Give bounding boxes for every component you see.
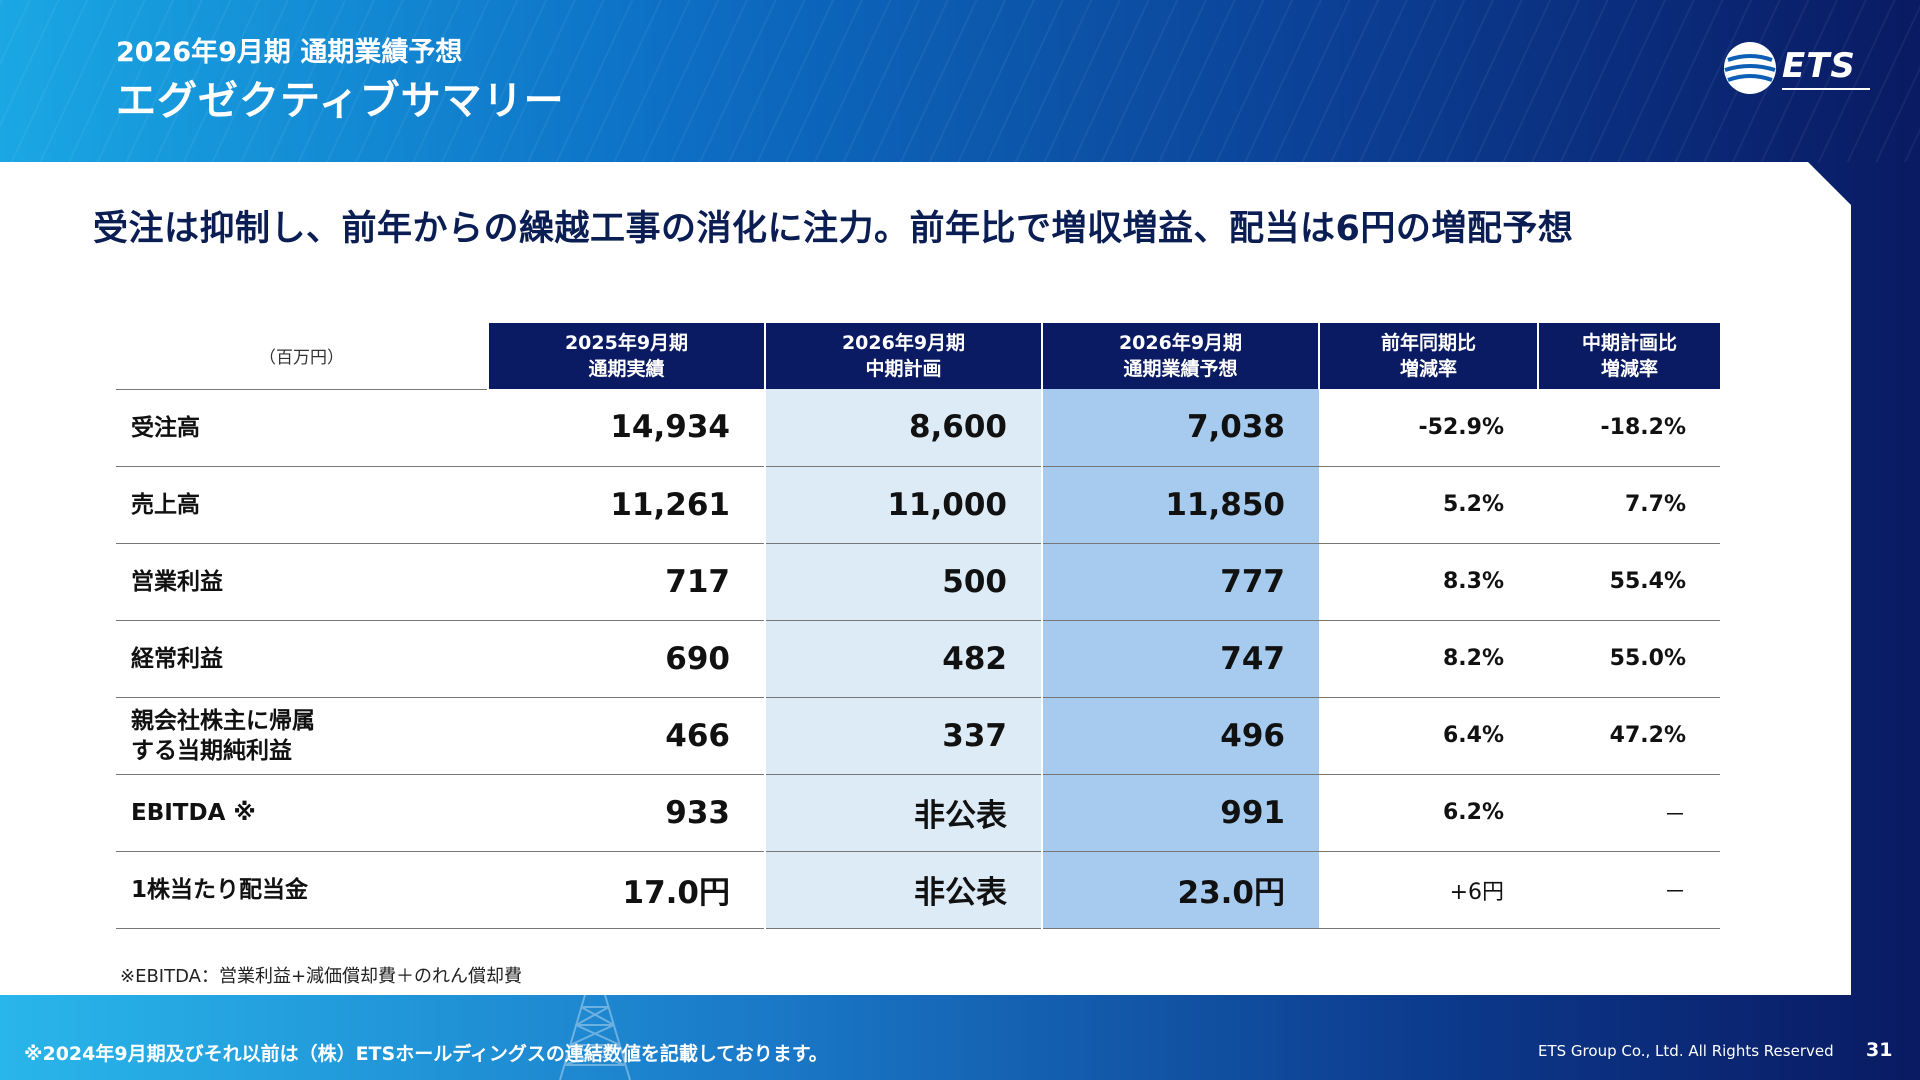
plan-value: 482: [764, 620, 1042, 698]
yoy-change: 5.2%: [1319, 466, 1538, 544]
forecast-value: 777: [1041, 543, 1319, 621]
column-header: 2026年9月期 中期計画: [764, 323, 1042, 389]
header-texture: [0, 0, 1920, 162]
table-row: 経常利益 690 482 747 8.2% 55.0%: [116, 620, 1720, 698]
actual-value: 717: [488, 543, 765, 621]
actual-value: 14,934: [488, 389, 765, 467]
table-row: 受注高 14,934 8,600 7,038 -52.9% -18.2%: [116, 389, 1720, 467]
actual-value: 466: [488, 697, 765, 775]
yoy-change: 6.4%: [1319, 697, 1538, 775]
forecast-value: 747: [1041, 620, 1319, 698]
column-header: 前年同期比 増減率: [1318, 323, 1538, 389]
plan-value: 337: [764, 697, 1042, 775]
vs-plan-change: －: [1538, 851, 1720, 929]
yoy-change: 8.2%: [1319, 620, 1538, 698]
vs-plan-change: 55.4%: [1538, 543, 1720, 621]
copyright: ETS Group Co., Ltd. All Rights Reserved: [1538, 1042, 1834, 1060]
plan-value: 500: [764, 543, 1042, 621]
page-number: 31: [1866, 1039, 1893, 1061]
plan-value: 非公表: [764, 774, 1042, 852]
page-title: エグゼクティブサマリー: [116, 78, 565, 124]
table-row: 売上高 11,261 11,000 11,850 5.2% 7.7%: [116, 466, 1720, 544]
table-row: 親会社株主に帰属 する当期純利益 466 337 496 6.4% 47.2%: [116, 697, 1720, 775]
column-header: 2026年9月期 通期業績予想: [1041, 323, 1319, 389]
plan-value: 非公表: [764, 851, 1042, 929]
row-label: 営業利益: [116, 543, 488, 621]
vs-plan-change: 55.0%: [1538, 620, 1720, 698]
forecast-table: （百万円） 2025年9月期 通期実績 2026年9月期 中期計画 2026年9月期…: [116, 323, 1720, 929]
page-subtitle: 2026年9月期 通期業績予想: [116, 37, 463, 68]
actual-value: 690: [488, 620, 765, 698]
table-row: EBITDA ※ 933 非公表 991 6.2% －: [116, 774, 1720, 852]
row-label: 1株当たり配当金: [116, 851, 488, 929]
forecast-value: 11,850: [1041, 466, 1319, 544]
ebitda-footnote: ※EBITDA：営業利益+減価償却費＋のれん償却費: [120, 966, 523, 987]
headline: 受注は抑制し、前年からの繰越工事の消化に注力。前年比で増収増益、配当は6円の増配…: [93, 209, 1574, 249]
column-header-line2: 増減率: [1600, 358, 1658, 380]
column-header: 中期計画比 増減率: [1537, 323, 1720, 389]
column-header-line1: 中期計画比: [1581, 332, 1677, 354]
forecast-value: 7,038: [1041, 389, 1319, 467]
column-header-line1: 2025年9月期: [564, 332, 689, 354]
column-header-line1: 2026年9月期: [841, 332, 966, 354]
forecast-value: 496: [1041, 697, 1319, 775]
table-row: 営業利益 717 500 777 8.3% 55.4%: [116, 543, 1720, 621]
forecast-value: 23.0円: [1041, 851, 1319, 929]
table-header-row: （百万円） 2025年9月期 通期実績 2026年9月期 中期計画 2026年9月期…: [116, 323, 1720, 390]
yoy-change: -52.9%: [1319, 389, 1538, 467]
column-header-line1: 前年同期比: [1380, 332, 1476, 354]
vs-plan-change: 7.7%: [1538, 466, 1720, 544]
unit-label: （百万円）: [116, 323, 488, 390]
table-row: 1株当たり配当金 17.0円 非公表 23.0円 +6円 －: [116, 851, 1720, 929]
vs-plan-change: -18.2%: [1538, 389, 1720, 467]
vs-plan-change: －: [1538, 774, 1720, 852]
row-label: 売上高: [116, 466, 488, 544]
footer-band: ※2024年9月期及びそれ以前は（株）ETSホールディングスの連結数値を記載して…: [0, 995, 1920, 1080]
column-header-line2: 増減率: [1399, 358, 1457, 380]
yoy-change: +6円: [1319, 851, 1538, 929]
company-logo: ETS: [1722, 38, 1872, 98]
actual-value: 933: [488, 774, 765, 852]
row-label: 受注高: [116, 389, 488, 467]
column-header-line2: 通期業績予想: [1123, 358, 1238, 380]
logo-text: ETS: [1782, 46, 1856, 86]
column-header-line2: 通期実績: [588, 358, 665, 380]
forecast-value: 991: [1041, 774, 1319, 852]
globe-logo-icon: [1724, 42, 1776, 94]
consolidation-note: ※2024年9月期及びそれ以前は（株）ETSホールディングスの連結数値を記載して…: [24, 1043, 828, 1065]
column-header: 2025年9月期 通期実績: [487, 323, 765, 389]
vs-plan-change: 47.2%: [1538, 697, 1720, 775]
power-tower-icon: [559, 995, 631, 1080]
actual-value: 17.0円: [488, 851, 765, 929]
column-header-line2: 中期計画: [865, 358, 942, 380]
row-label: EBITDA ※: [116, 774, 488, 852]
actual-value: 11,261: [488, 466, 765, 544]
column-header-line1: 2026年9月期: [1118, 332, 1243, 354]
row-label: 経常利益: [116, 620, 488, 698]
plan-value: 8,600: [764, 389, 1042, 467]
yoy-change: 6.2%: [1319, 774, 1538, 852]
yoy-change: 8.3%: [1319, 543, 1538, 621]
logo-underline: [1782, 88, 1870, 90]
plan-value: 11,000: [764, 466, 1042, 544]
row-label: 親会社株主に帰属 する当期純利益: [116, 697, 488, 775]
